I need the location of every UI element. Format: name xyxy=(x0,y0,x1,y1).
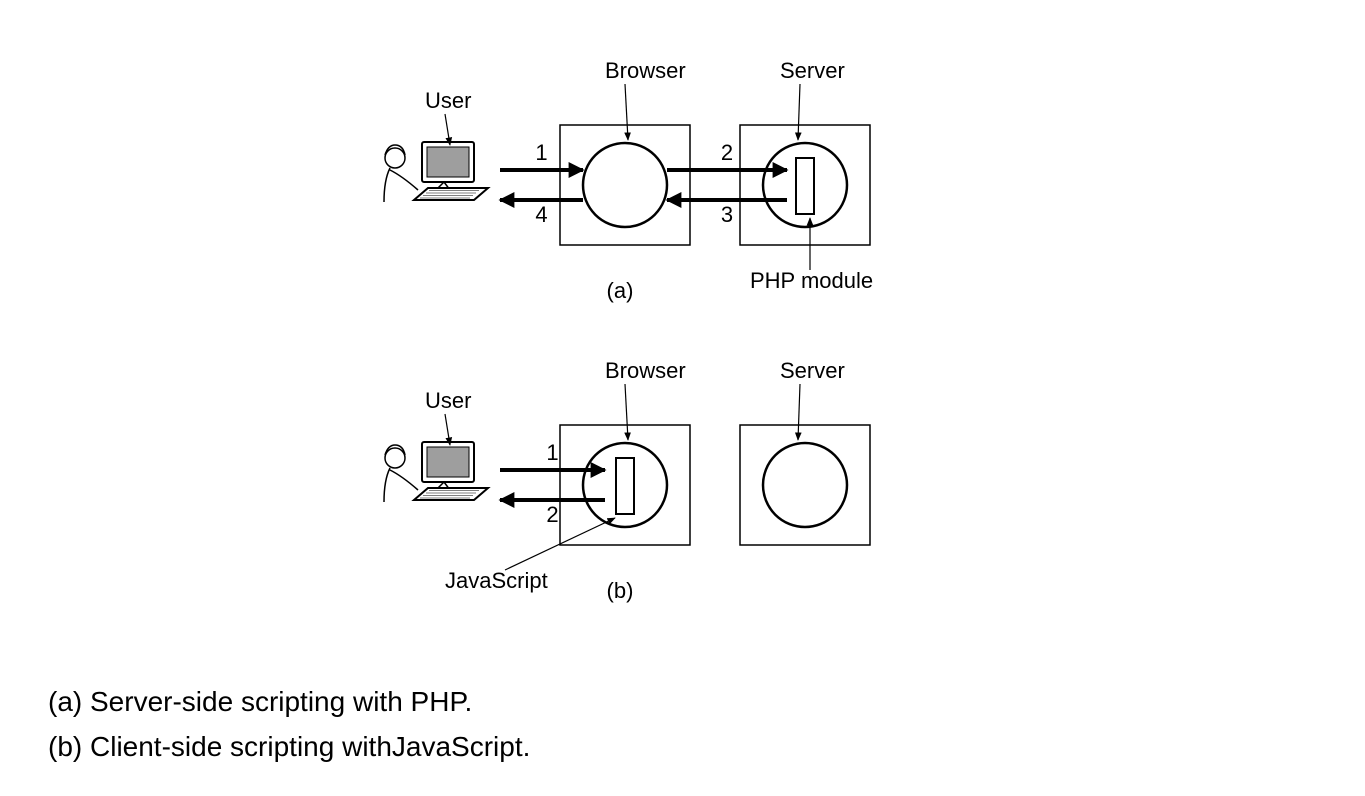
panel-label: (a) xyxy=(607,278,634,303)
pointer-arrow xyxy=(625,84,628,140)
pointer-label: PHP module xyxy=(750,268,873,293)
pointer-arrow xyxy=(798,384,800,440)
caption-a: (a) Server-side scripting with PHP. xyxy=(48,680,530,725)
pointer-label: User xyxy=(425,88,471,113)
pointer-label: JavaScript xyxy=(445,568,548,593)
circle xyxy=(763,443,847,527)
pointer-arrow xyxy=(445,114,450,145)
circle xyxy=(583,143,667,227)
pointer-arrow xyxy=(798,84,800,140)
step-label: 1 xyxy=(535,140,547,165)
page: 1 2 3 4 User Browser Server PHP module (a) 1 2 User… xyxy=(0,0,1365,796)
diagram-svg: 1 2 3 4 User Browser Server PHP module (a) 1 2 User… xyxy=(380,40,900,640)
pointer-arrow xyxy=(625,384,628,440)
pointer-label: Server xyxy=(780,358,845,383)
diagram-b: 1 2 User Browser Server JavaScript (b) xyxy=(384,358,870,603)
diagram-a: 1 2 3 4 User Browser Server PHP module (a) xyxy=(384,58,873,303)
module-rect xyxy=(796,158,814,214)
pointer-label: Browser xyxy=(605,58,686,83)
pointer-label: Server xyxy=(780,58,845,83)
caption-area: (a) Server-side scripting with PHP. (b) … xyxy=(48,680,530,770)
step-label: 2 xyxy=(546,502,558,527)
diagram-area: 1 2 3 4 User Browser Server PHP module (a) 1 2 User… xyxy=(380,40,900,640)
step-label: 2 xyxy=(721,140,733,165)
step-label: 1 xyxy=(546,440,558,465)
pointer-label: User xyxy=(425,388,471,413)
panel-label: (b) xyxy=(607,578,634,603)
pointer-arrow xyxy=(445,414,450,445)
pointer-label: Browser xyxy=(605,358,686,383)
module-rect xyxy=(616,458,634,514)
step-label: 3 xyxy=(721,202,733,227)
step-label: 4 xyxy=(535,202,547,227)
caption-b: (b) Client-side scripting withJavaScript… xyxy=(48,725,530,770)
